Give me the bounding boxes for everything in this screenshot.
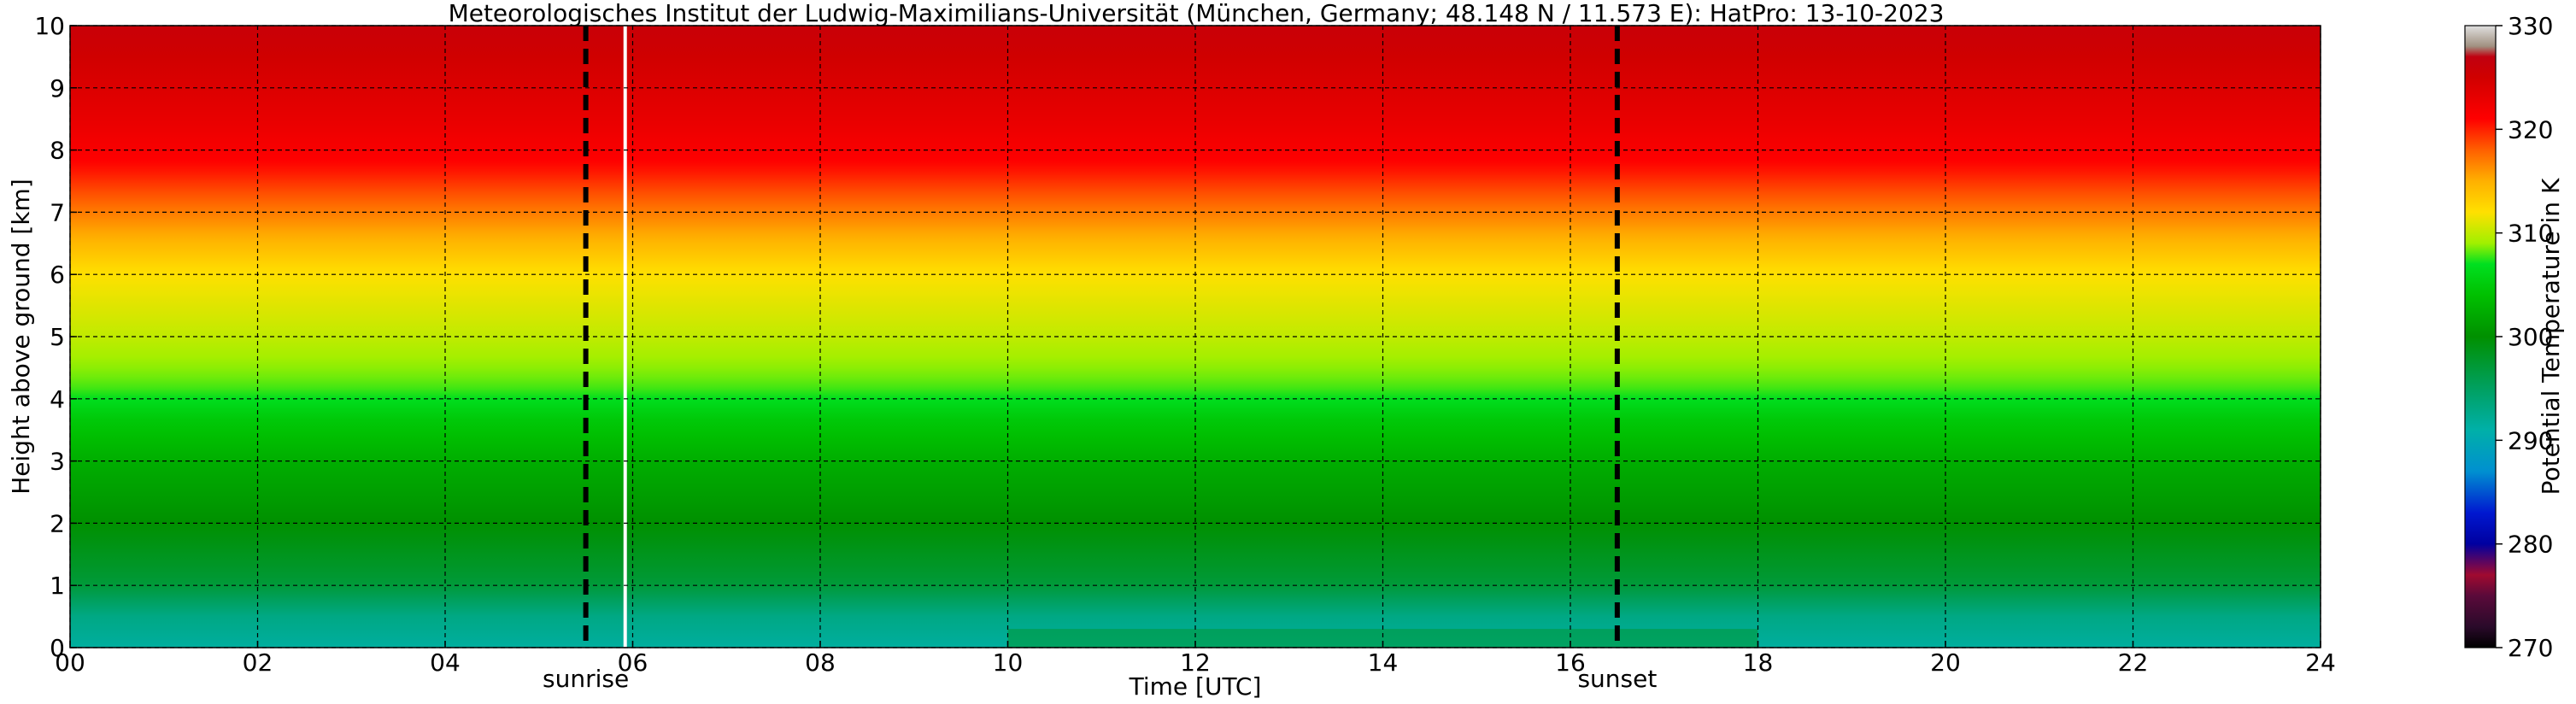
x-tick-label: 18: [1743, 648, 1774, 677]
x-tick-label: 08: [805, 648, 836, 677]
y-tick-label: 9: [50, 74, 65, 103]
y-tick-label: 3: [50, 448, 65, 476]
y-tick-label: 5: [50, 323, 65, 351]
y-tick-label: 1: [50, 572, 65, 600]
colorbar-scale: [2464, 25, 2497, 648]
y-tick-label: 4: [50, 385, 65, 414]
x-tick-label: 16: [1555, 648, 1586, 677]
y-tick-label: 6: [50, 261, 65, 289]
colorbar-tick-label: 300: [2508, 323, 2553, 351]
x-tick-label: 02: [243, 648, 273, 677]
x-tick-label: 06: [618, 648, 648, 677]
colorbar-tick-label: 310: [2508, 220, 2553, 248]
y-axis-label: Height above ground [km]: [7, 179, 35, 495]
sunset-label: sunset: [1577, 665, 1657, 693]
x-axis-label: Time [UTC]: [1129, 672, 1262, 701]
x-tick-label: 22: [2118, 648, 2149, 677]
colorbar-label: Potential Temperature in K: [2537, 178, 2565, 495]
event-lines: sunrise sunset: [543, 26, 1657, 693]
x-tick-label: 24: [2305, 648, 2336, 677]
colorbar: 270 280 290 300 310 320 330: [2464, 12, 2553, 662]
y-tick-label: 8: [50, 137, 65, 165]
y-tick-label: 2: [50, 509, 65, 537]
y-tick-label: 10: [34, 12, 65, 40]
x-tick-label: 00: [55, 648, 85, 677]
y-tick-label: 7: [50, 198, 65, 226]
colorbar-tick-label: 320: [2508, 115, 2553, 144]
colorbar-tick-label: 280: [2508, 531, 2553, 559]
x-tick-label: 10: [993, 648, 1024, 677]
y-axis-ticks: 0 1 2 3 4 5 6 7 8 9 10: [34, 12, 77, 662]
chart-title: Meteorologisches Institut der Ludwig-Max…: [449, 0, 1945, 27]
x-tick-label: 14: [1368, 648, 1399, 677]
colorbar-tick-label: 290: [2508, 426, 2553, 455]
y-tick-label: 0: [50, 634, 65, 662]
x-tick-label: 04: [430, 648, 461, 677]
colorbar-tick-label: 330: [2508, 12, 2553, 40]
x-tick-label: 20: [1930, 648, 1961, 677]
x-tick-label: 12: [1180, 648, 1211, 677]
x-axis-ticks: 00 02 04 06 08 10 12 14 16 18 20 22 24: [55, 641, 2336, 677]
sunrise-label: sunrise: [543, 665, 629, 693]
colorbar-tick-label: 270: [2508, 634, 2553, 662]
